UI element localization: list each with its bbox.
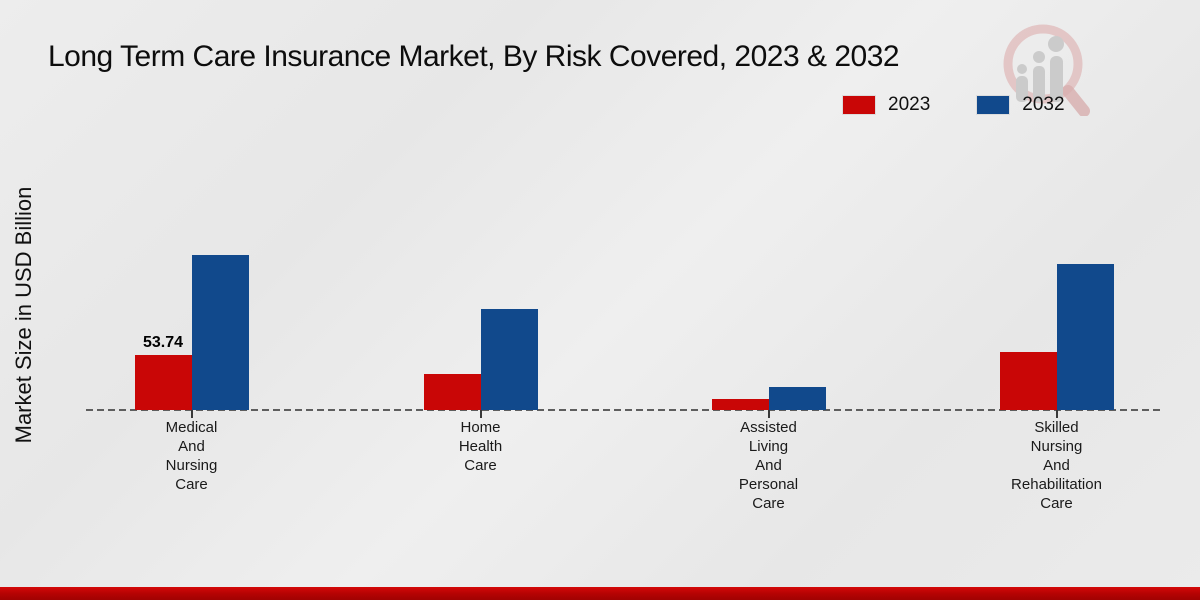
bar-2023-home-health-care (423, 374, 481, 410)
category-label-home-health-care: Home Health Care (458, 419, 503, 474)
bar-2023-medical-and-nursing-care: 53.74 (134, 334, 192, 410)
bottom-red-strip (0, 587, 1200, 600)
axis-tick (1055, 410, 1058, 418)
bar-value-label: 53.74 (142, 334, 184, 351)
bar-2032-assisted-living-and-personal-care (768, 387, 826, 410)
x-axis-baseline (86, 409, 1164, 411)
axis-tick (767, 410, 770, 418)
bar-group-assisted-living-and-personal-care: Assisted Living And Personal Care (711, 0, 826, 512)
legend: 2023 2032 (842, 94, 1065, 116)
bar-2023-skilled-nursing-and-rehabilitation-care (999, 352, 1057, 410)
category-label-medical-and-nursing-care: Medical And Nursing Care (165, 419, 218, 493)
bar-group-skilled-nursing-and-rehabilitation-care: Skilled Nursing And Rehabilitation Care (999, 0, 1114, 512)
bar-group-home-health-care: Home Health Care (423, 0, 538, 474)
bar-group-medical-and-nursing-care: 53.74 Medical And Nursing Care (134, 0, 249, 493)
chart-title: Long Term Care Insurance Market, By Risk… (48, 40, 900, 73)
axis-tick (479, 410, 482, 418)
legend-swatch-2023-icon (842, 95, 876, 115)
legend-item-2032: 2032 (976, 94, 1065, 116)
axis-tick (190, 410, 193, 418)
bar-2023-assisted-living-and-personal-care (711, 399, 769, 410)
bar-2032-skilled-nursing-and-rehabilitation-care (1056, 264, 1114, 410)
legend-label-2023: 2023 (888, 94, 931, 115)
legend-item-2023: 2023 (842, 94, 930, 116)
magnifier-chart-logo-watermark (1003, 24, 1090, 116)
legend-label-2032: 2032 (1022, 94, 1065, 115)
category-label-assisted-living-and-personal-care: Assisted Living And Personal Care (738, 419, 799, 512)
legend-swatch-2032-icon (976, 95, 1011, 115)
bar-2032-medical-and-nursing-care (191, 255, 249, 410)
bar-2032-home-health-care (480, 309, 538, 410)
category-label-skilled-nursing-and-rehabilitation-care: Skilled Nursing And Rehabilitation Care (1011, 419, 1102, 512)
